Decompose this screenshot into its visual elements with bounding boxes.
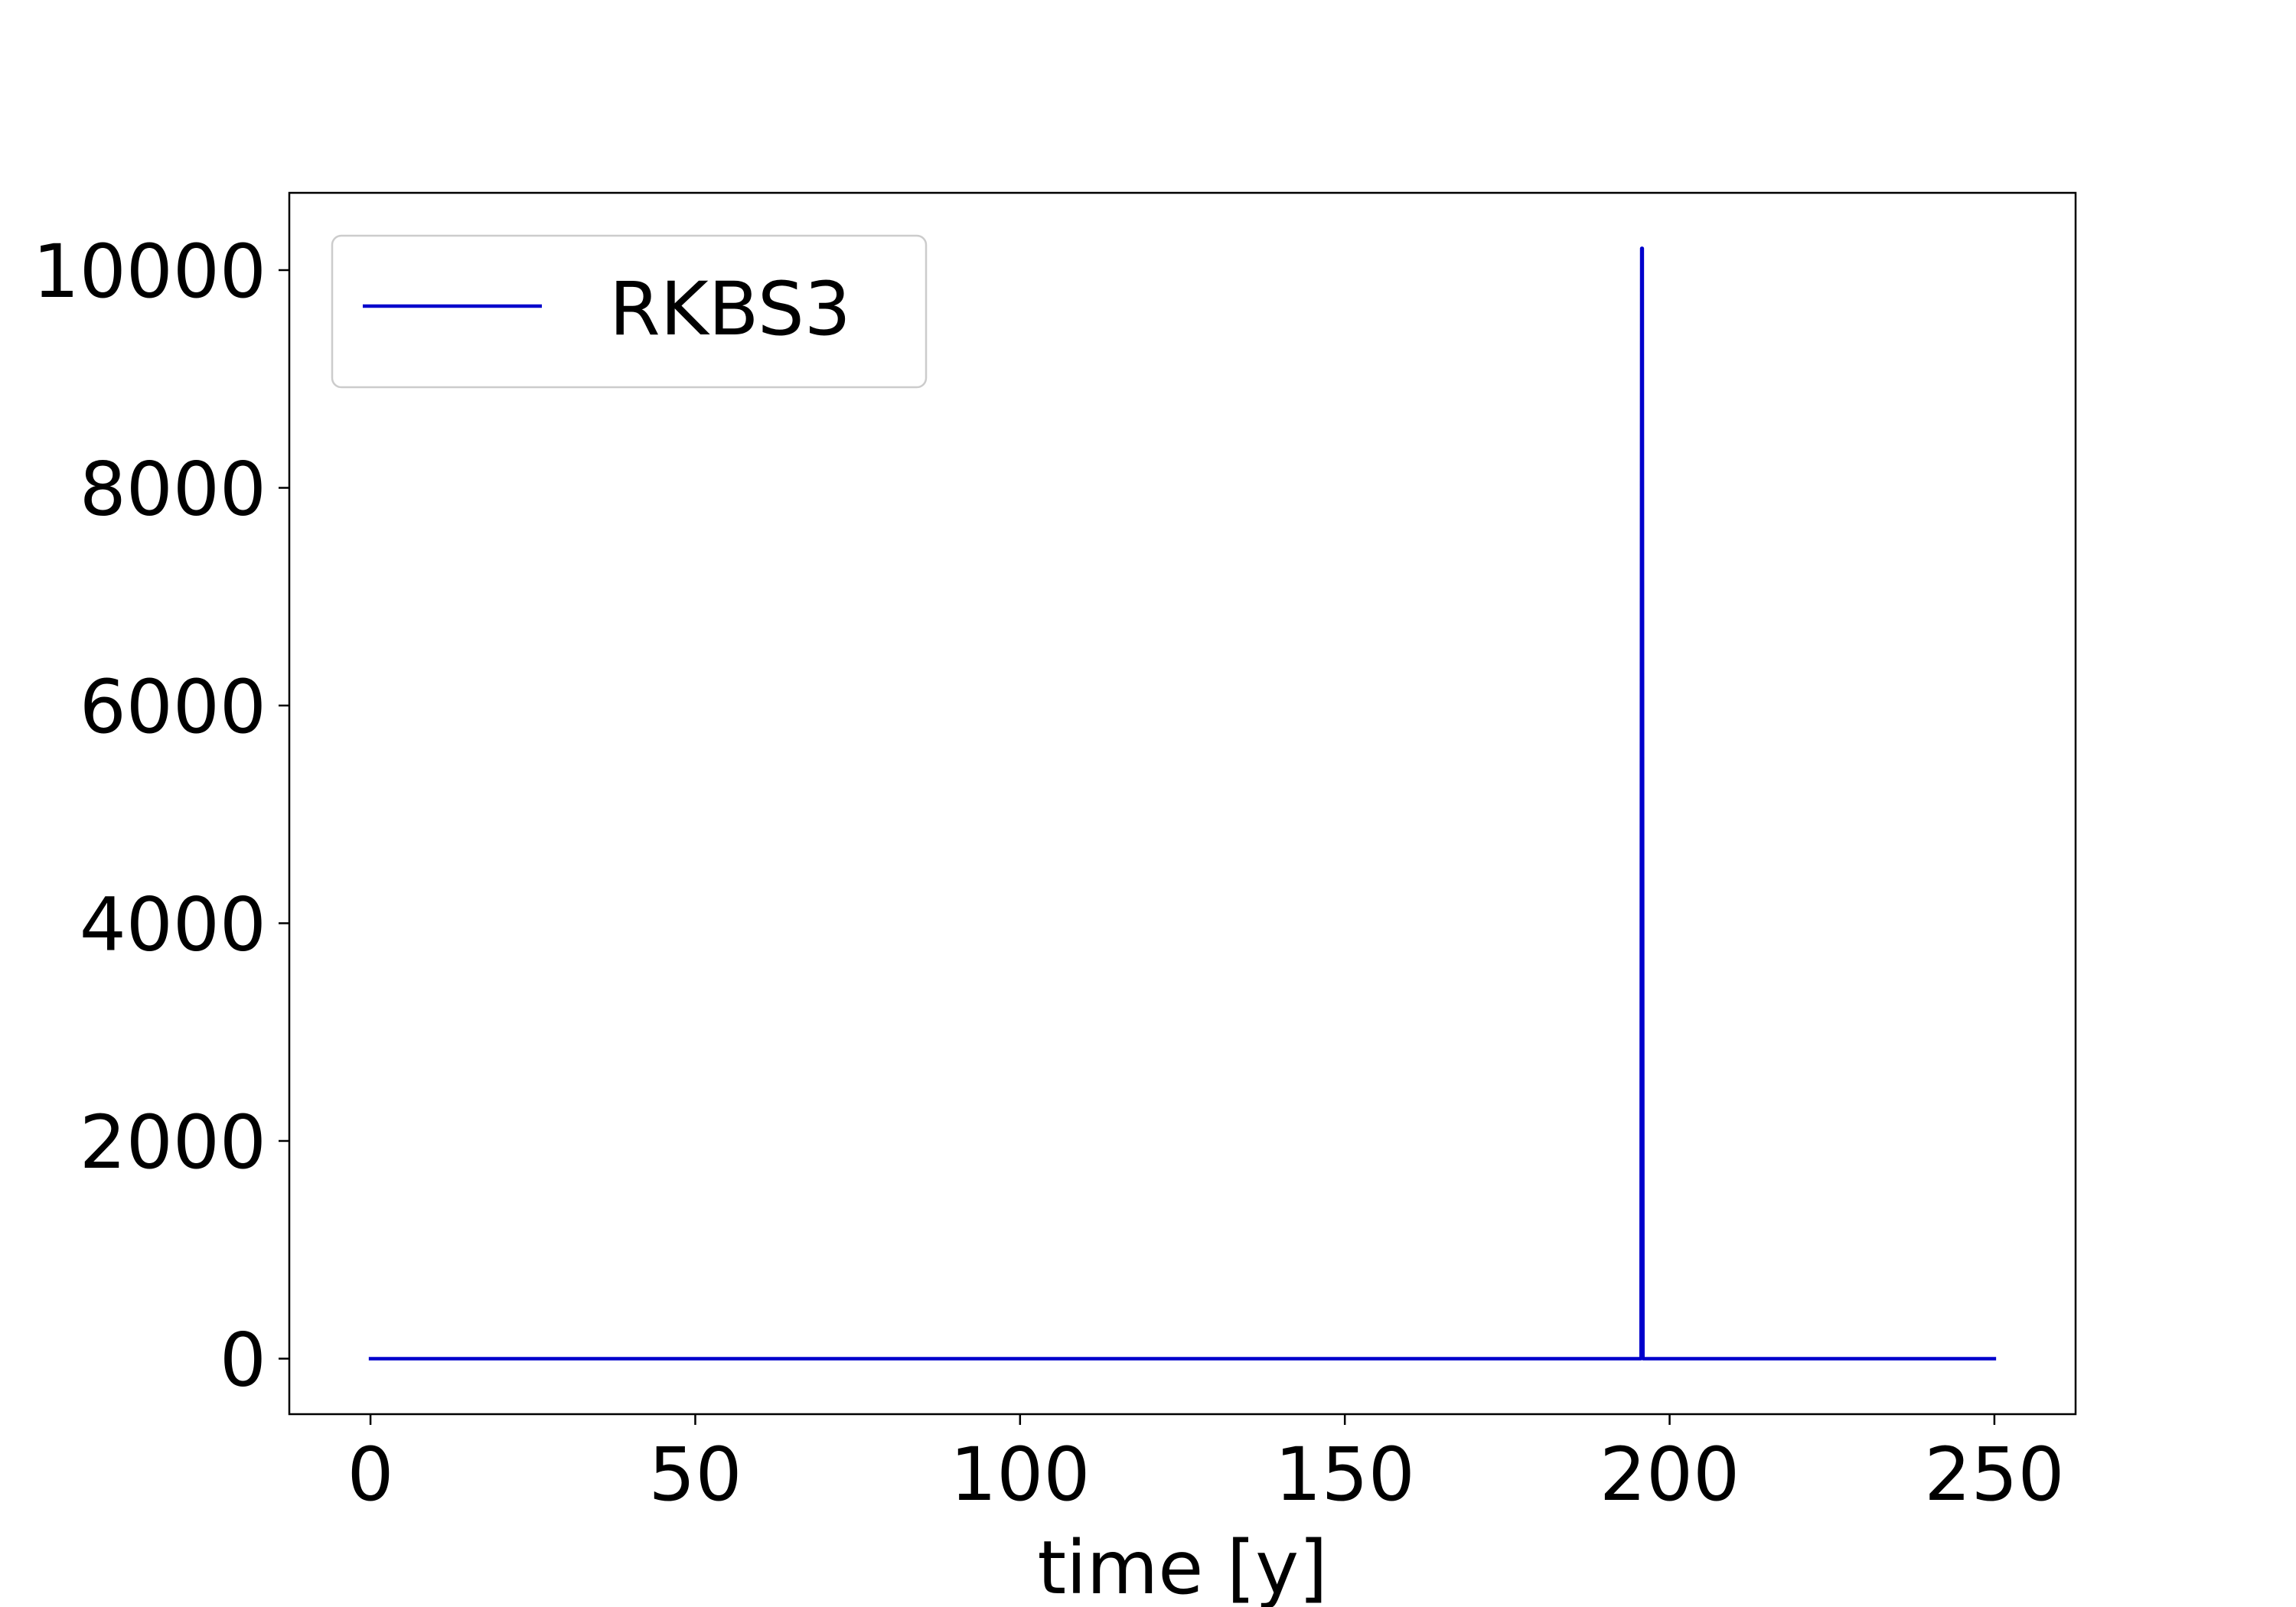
y-tick-label: 8000: [80, 446, 266, 532]
axes-background: [289, 193, 2076, 1414]
legend-label-rkbs3: RKBS3: [609, 266, 851, 352]
series-layer: [368, 246, 1997, 1361]
x-tick-label: 100: [950, 1432, 1090, 1517]
x-tick-label: 50: [648, 1432, 742, 1517]
x-tick-label: 200: [1600, 1432, 1740, 1517]
legend-box: [331, 234, 928, 389]
y-tick-label: 10000: [33, 229, 266, 315]
series-line-rkbs3: [368, 246, 1997, 1361]
y-tick-label: 0: [220, 1317, 266, 1403]
x-axis-ticks: 0 50 100 150 200 250: [347, 1414, 2065, 1517]
x-tick-label: 150: [1275, 1432, 1415, 1517]
y-axis-ticks: 0 2000 4000 6000 8000 10000: [33, 229, 289, 1403]
plot-area: [288, 191, 2077, 1416]
y-tick-label: 4000: [80, 882, 266, 967]
x-tick-label: 250: [1924, 1432, 2064, 1517]
axes-frame: [288, 191, 2077, 1416]
x-axis-label: time [y]: [1037, 1525, 1327, 1607]
legend: RKBS3: [331, 234, 928, 389]
x-tick-label: 0: [347, 1432, 394, 1517]
y-tick-label: 6000: [80, 664, 266, 750]
y-tick-label: 2000: [80, 1100, 266, 1185]
